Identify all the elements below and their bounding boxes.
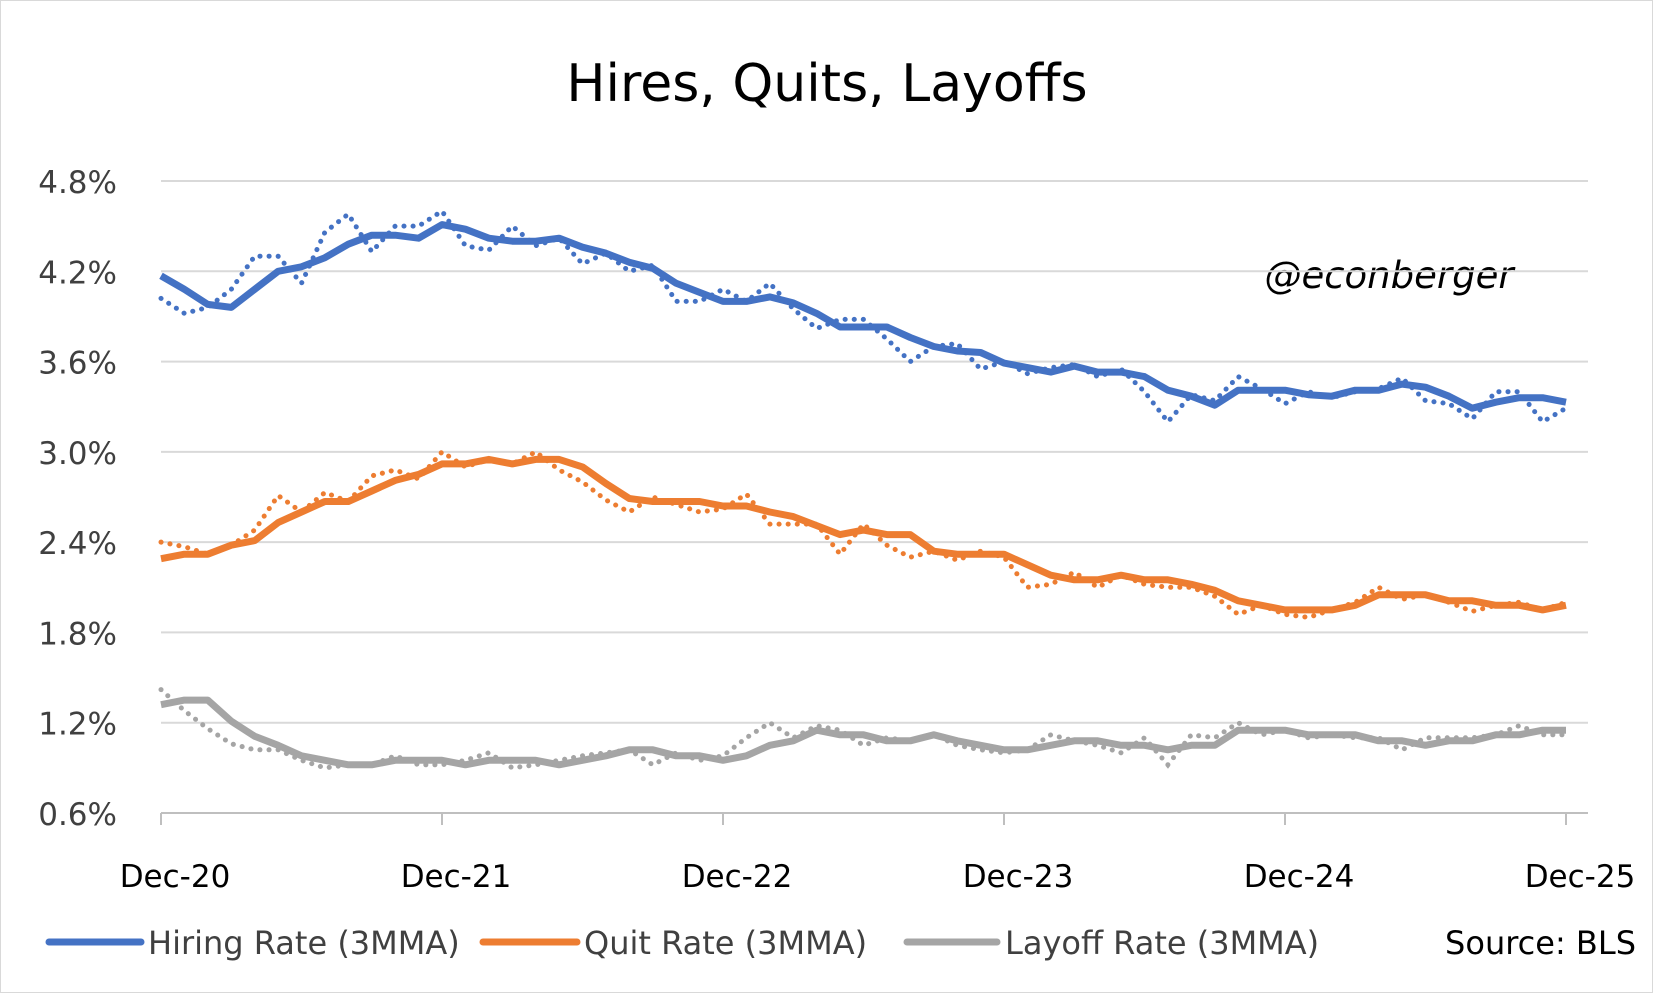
- hiring-rate-3mma-line: [159, 221, 1567, 412]
- quit-rate-3mma-line: [160, 455, 1567, 614]
- source-note: Source: BLS: [1445, 924, 1636, 962]
- chart-title: Hires, Quits, Layoffs: [566, 54, 1087, 114]
- series-layer: [158, 207, 1569, 771]
- annotation-handle: @econberger: [1264, 254, 1516, 297]
- x-tick-label: Dec-22: [682, 859, 793, 895]
- layoff-rate-3mma-line: [160, 696, 1566, 769]
- y-tick-label: 3.6%: [38, 346, 117, 382]
- y-tick-label: 4.8%: [38, 165, 117, 201]
- y-tick-label: 3.0%: [38, 436, 117, 472]
- layoff-rate-monthly-line: [158, 687, 1569, 771]
- legend-label-layoff-rate-3mma: Layoff Rate (3MMA): [1005, 924, 1319, 962]
- quit-rate-monthly-line: [158, 448, 1569, 620]
- x-tick-label: Dec-20: [120, 859, 231, 895]
- hiring-rate-monthly-line: [158, 207, 1569, 426]
- gridlines: [161, 180, 1588, 724]
- x-tick-label: Dec-25: [1525, 859, 1636, 895]
- y-tick-label: 4.2%: [38, 255, 117, 291]
- y-tick-label: 2.4%: [38, 526, 117, 562]
- legend: Hiring Rate (3MMA) Quit Rate (3MMA) Layoff…: [45, 924, 1319, 962]
- x-tick-label: Dec-21: [401, 859, 512, 895]
- legend-label-quit-rate-3mma: Quit Rate (3MMA): [584, 924, 867, 962]
- y-tick-label: 1.2%: [38, 707, 117, 743]
- x-tick-label: Dec-24: [1244, 859, 1355, 895]
- y-tick-label: 1.8%: [38, 616, 117, 652]
- x-tick-label: Dec-23: [963, 859, 1074, 895]
- y-tick-label: 0.6%: [38, 797, 117, 833]
- legend-label-hiring-rate-3mma: Hiring Rate (3MMA): [148, 924, 460, 962]
- y-axis-labels: 0.6% 1.2% 1.8% 2.4% 3.0% 3.6% 4.2% 4.8%: [38, 165, 117, 833]
- x-axis: Dec-20 Dec-21 Dec-22 Dec-23 Dec-24 Dec-25: [120, 812, 1636, 895]
